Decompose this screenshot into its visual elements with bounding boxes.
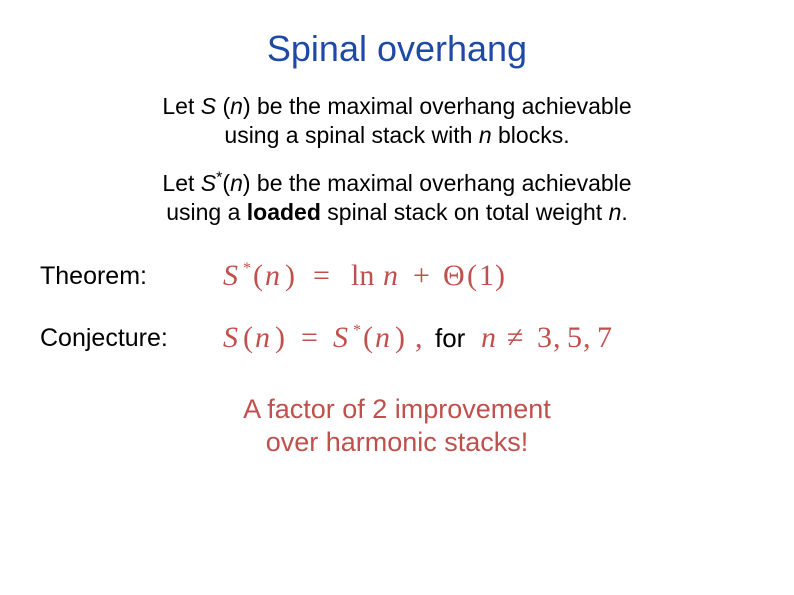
theorem-label: Theorem:	[40, 262, 205, 291]
var-n: n	[230, 170, 243, 196]
svg-text:): )	[395, 321, 405, 354]
svg-text:,: ,	[583, 321, 591, 354]
svg-text:for: for	[435, 323, 466, 353]
svg-text:(: (	[467, 259, 477, 292]
t: )	[243, 93, 251, 119]
d1-text: Let S (n) be the maximal overhang achiev…	[162, 93, 631, 148]
svg-text:(: (	[253, 259, 263, 292]
svg-text:=: =	[313, 259, 330, 292]
svg-text:ln: ln	[351, 259, 374, 292]
definition-2: Let S*(n) be the maximal overhang achiev…	[77, 168, 717, 227]
svg-text:(: (	[243, 321, 253, 354]
svg-text:Θ: Θ	[443, 259, 465, 292]
svg-text:S: S	[223, 321, 238, 354]
t: spinal stack on total weight	[321, 199, 609, 225]
svg-text:5: 5	[567, 321, 582, 354]
svg-text:(: (	[363, 321, 373, 354]
t: Let	[162, 170, 200, 196]
conjecture-formula: S ( n ) = S * ( n ) , for n	[205, 317, 754, 361]
svg-text:*: *	[353, 322, 361, 339]
svg-text:n: n	[383, 259, 398, 292]
svg-text:S: S	[333, 321, 348, 354]
svg-text:*: *	[243, 260, 251, 277]
svg-text:): )	[275, 321, 285, 354]
page-title: Spinal overhang	[40, 28, 754, 70]
t: Let	[162, 93, 200, 119]
svg-text:+: +	[413, 259, 430, 292]
var-S: S	[201, 170, 216, 196]
svg-text:7: 7	[597, 321, 612, 354]
t: (	[222, 170, 230, 196]
svg-text:n: n	[375, 321, 390, 354]
svg-text:3: 3	[537, 321, 552, 354]
svg-text:S: S	[223, 259, 238, 292]
svg-text:1: 1	[479, 259, 494, 292]
t: .	[621, 199, 627, 225]
theorem-row: Theorem: S * ( n ) = ln n + Θ ( 1 )	[40, 255, 754, 299]
conjecture-row: Conjecture: S ( n ) = S * ( n )	[40, 317, 754, 361]
svg-text:=: =	[301, 321, 318, 354]
definition-1: Let S (n) be the maximal overhang achiev…	[77, 92, 717, 150]
t: be the maximal overhang achievable	[251, 170, 632, 196]
t: blocks.	[492, 122, 570, 148]
var-n: n	[479, 122, 492, 148]
t: using a spinal stack with	[224, 122, 478, 148]
svg-text:): )	[285, 259, 295, 292]
closing-text: A factor of 2 improvementover harmonic s…	[40, 393, 754, 461]
svg-text:,: ,	[415, 321, 423, 354]
t: )	[243, 170, 251, 196]
var-n: n	[609, 199, 622, 225]
slide: Spinal overhang Let S (n) be the maximal…	[0, 0, 794, 595]
theorem-formula: S * ( n ) = ln n + Θ ( 1 )	[205, 255, 754, 299]
svg-text:n: n	[265, 259, 280, 292]
conjecture-label: Conjecture:	[40, 324, 205, 353]
var-n: n	[230, 93, 243, 119]
d2-text: Let S*(n) be the maximal overhang achiev…	[162, 170, 631, 225]
bold-loaded: loaded	[247, 199, 321, 225]
var-S: S	[201, 93, 223, 119]
svg-text:n: n	[481, 321, 496, 354]
svg-text:≠: ≠	[507, 321, 523, 354]
svg-text:): )	[495, 259, 505, 292]
t: using a	[166, 199, 247, 225]
svg-text:n: n	[255, 321, 270, 354]
svg-text:,: ,	[553, 321, 561, 354]
t: be the maximal overhang achievable	[251, 93, 632, 119]
t: (	[222, 93, 230, 119]
